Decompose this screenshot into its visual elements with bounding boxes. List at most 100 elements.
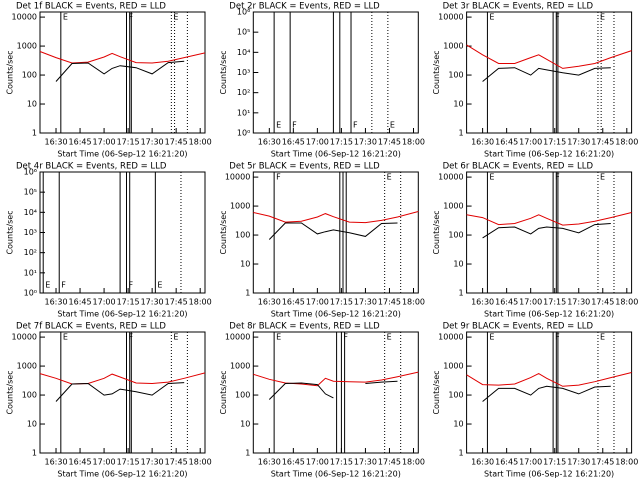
- x-tick-label: 17:15: [543, 138, 566, 147]
- y-axis-label: Counts/sec: [6, 50, 15, 94]
- y-tick-label: 100: [22, 391, 37, 400]
- y-tick-label: 10: [240, 420, 250, 429]
- plot-frame: [252, 11, 419, 134]
- plot-frame: [466, 331, 633, 454]
- x-tick-label: 17:15: [543, 458, 566, 467]
- y-tick-label: 1000: [443, 202, 463, 211]
- x-tick-label: 16:45: [69, 458, 92, 467]
- y-tick-label: 1: [32, 129, 37, 138]
- x-tick-label: 17:00: [306, 138, 329, 147]
- y-axis-label: Counts/sec: [6, 210, 15, 254]
- y-axis-label: Counts/sec: [219, 210, 228, 254]
- x-tick-label: 17:00: [519, 458, 542, 467]
- x-tick-label: 17:45: [378, 458, 401, 467]
- panel-title: Det 3r BLACK = Events, RED = LLD: [443, 2, 594, 12]
- panel-title: Det 2r BLACK = Events, RED = LLD: [229, 2, 380, 12]
- x-tick-label: 16:45: [495, 458, 518, 467]
- event-label: E: [600, 333, 605, 342]
- plot-frame: [252, 331, 419, 454]
- x-tick-label: 17:30: [141, 138, 164, 147]
- panel-title: Det 7f BLACK = Events, RED = LLD: [16, 322, 166, 332]
- x-tick-label: 18:00: [189, 298, 212, 307]
- y-tick-label: 1: [459, 129, 464, 138]
- data-line: [253, 371, 419, 387]
- y-tick-label: 10: [27, 420, 37, 429]
- x-tick-label: 17:15: [117, 138, 140, 147]
- event-label: E: [387, 333, 392, 342]
- data-line: [55, 382, 185, 402]
- y-tick-label: 10: [27, 100, 37, 109]
- panel: Det 9r BLACK = Events, RED = LLD 1 10 100 10…: [432, 322, 638, 479]
- data-line: [466, 372, 632, 387]
- x-tick-label: 16:45: [495, 298, 518, 307]
- x-tick-label: 17:15: [543, 298, 566, 307]
- x-axis-label: Start Time (06-Sep-12 16:21:20): [57, 470, 187, 479]
- y-tick-label: 1000: [443, 42, 463, 51]
- y-tick-label: 1000: [230, 202, 250, 211]
- x-tick-label: 18:00: [615, 138, 638, 147]
- y-tick-label: 10: [240, 260, 250, 269]
- x-tick-label: 16:45: [282, 458, 305, 467]
- y-tick-label: 1: [459, 289, 464, 298]
- plot-frame: [39, 11, 206, 134]
- x-tick-label: 17:00: [93, 458, 116, 467]
- y-axis-label: Counts/sec: [432, 210, 441, 254]
- data-line: [39, 51, 206, 64]
- data-line: [482, 223, 611, 239]
- x-tick-label: 17:15: [117, 298, 140, 307]
- y-tick-label: 10⁰: [237, 129, 250, 138]
- x-axis-label: Start Time (06-Sep-12 16:21:20): [484, 150, 614, 159]
- x-tick-label: 16:30: [258, 458, 281, 467]
- data-line: [39, 372, 206, 385]
- x-tick-label: 17:30: [141, 298, 164, 307]
- panel: Det 8r BLACK = Events, RED = LLD 1 10 100 10…: [219, 322, 425, 479]
- x-tick-label: 16:45: [495, 138, 518, 147]
- event-label: F: [276, 173, 281, 182]
- x-tick-label: 18:00: [189, 458, 212, 467]
- event-label: E: [600, 13, 605, 22]
- x-tick-label: 16:45: [69, 138, 92, 147]
- panel-title: Det 8r BLACK = Events, RED = LLD: [229, 322, 380, 332]
- x-tick-label: 16:30: [44, 138, 67, 147]
- x-tick-label: 17:30: [354, 138, 377, 147]
- x-tick-label: 17:45: [378, 298, 401, 307]
- y-tick-label: 10000: [12, 13, 37, 22]
- x-tick-label: 16:30: [471, 138, 494, 147]
- x-axis-label: Start Time (06-Sep-12 16:21:20): [484, 310, 614, 319]
- event-label: E: [387, 173, 392, 182]
- x-tick-label: 17:30: [354, 458, 377, 467]
- y-tick-label: 1000: [17, 42, 37, 51]
- y-tick-label: 10⁶: [24, 168, 37, 177]
- x-tick-label: 17:30: [141, 458, 164, 467]
- y-tick-label: 1: [459, 449, 464, 458]
- x-tick-label: 16:45: [282, 298, 305, 307]
- panel-title: Det 9r BLACK = Events, RED = LLD: [443, 322, 594, 332]
- event-label: E: [157, 281, 162, 290]
- y-tick-label: 10000: [438, 333, 463, 342]
- panel: Det 7f BLACK = Events, RED = LLD 1 10 100 10…: [6, 322, 212, 479]
- data-line: [268, 222, 398, 240]
- event-label: E: [63, 333, 68, 342]
- data-line: [482, 385, 611, 402]
- y-tick-label: 10000: [438, 173, 463, 182]
- panel-title: Det 1f BLACK = Events, RED = LLD: [16, 2, 166, 12]
- x-tick-label: 17:30: [354, 298, 377, 307]
- x-tick-label: 17:00: [306, 458, 329, 467]
- panel: Det 2r BLACK = Events, RED = LLD 10⁰ 10¹ 10…: [219, 2, 425, 159]
- event-label: E: [489, 333, 494, 342]
- y-axis-label: Counts/sec: [219, 50, 228, 94]
- y-tick-label: 10²: [24, 248, 37, 257]
- y-tick-label: 1000: [443, 362, 463, 371]
- y-tick-label: 10000: [438, 13, 463, 22]
- event-label: E: [276, 333, 281, 342]
- y-tick-label: 100: [448, 231, 463, 240]
- y-axis-label: Counts/sec: [432, 370, 441, 414]
- event-label: E: [489, 13, 494, 22]
- x-tick-label: 18:00: [402, 298, 425, 307]
- x-tick-label: 17:45: [378, 138, 401, 147]
- x-tick-label: 18:00: [189, 138, 212, 147]
- x-tick-label: 17:30: [567, 458, 590, 467]
- y-tick-label: 10⁴: [237, 48, 250, 57]
- plot-frame: [466, 11, 633, 134]
- x-tick-label: 16:30: [44, 458, 67, 467]
